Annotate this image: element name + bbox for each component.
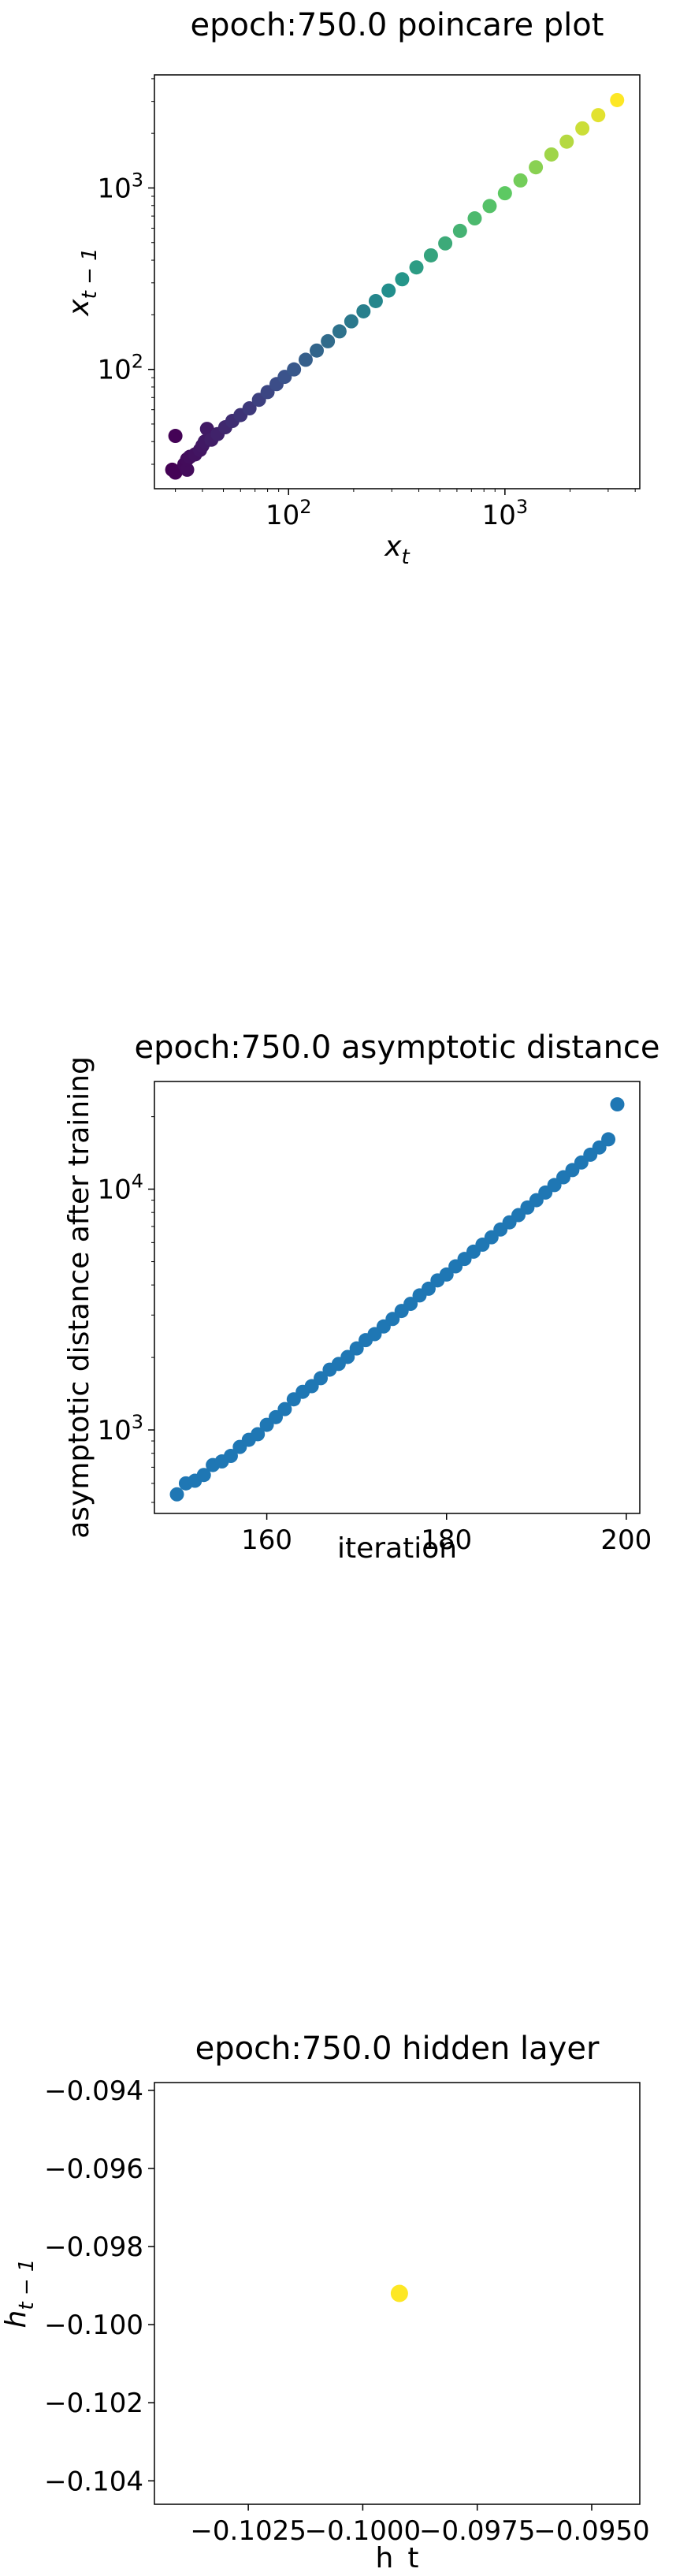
plot-frame: [154, 74, 641, 490]
plot-frame: [154, 2082, 641, 2505]
plot-frame: [154, 1081, 641, 1514]
x-tick-label: −0.0975: [419, 2515, 535, 2547]
x-axis-label: h_t: [376, 2542, 419, 2570]
chart-title: epoch:750.0 poincare plot: [191, 7, 604, 43]
x-tick-label: 180: [421, 1524, 472, 1556]
data-point: [298, 352, 313, 367]
chart-title: epoch:750.0 hidden layer: [195, 2031, 600, 2067]
data-point: [439, 1267, 454, 1282]
data-point: [356, 303, 371, 318]
y-axis-label: xt − 1: [63, 248, 102, 316]
data-point: [497, 186, 512, 201]
data-point: [559, 134, 574, 149]
x-tick-label: 160: [241, 1524, 292, 1556]
data-point: [482, 199, 497, 214]
y-tick-label: −0.102: [44, 2388, 143, 2419]
data-point: [421, 1281, 436, 1296]
data-point: [610, 92, 625, 107]
data-point: [199, 422, 214, 437]
data-point: [180, 462, 195, 477]
data-point: [467, 211, 482, 226]
y-tick-label: 104: [97, 1171, 143, 1206]
data-point: [452, 223, 467, 238]
data-point: [168, 465, 183, 480]
x-tick-label: −0.1000: [305, 2515, 421, 2547]
data-point: [601, 1132, 616, 1147]
x-axis-label: iteration: [337, 1532, 457, 1565]
data-point: [223, 1449, 238, 1464]
x-tick-label: 200: [600, 1524, 652, 1556]
data-point: [332, 324, 347, 339]
chart-title: epoch:750.0 asymptotic distance: [134, 1029, 659, 1066]
data-point: [544, 147, 559, 162]
data-point: [277, 1402, 292, 1416]
data-point: [251, 1427, 266, 1442]
data-point: [321, 333, 336, 348]
y-tick-label: −0.094: [44, 2075, 143, 2107]
data-point: [513, 173, 528, 188]
data-point: [340, 1349, 355, 1364]
data-point: [242, 401, 257, 416]
y-tick-label: 102: [97, 351, 143, 386]
asymptotic-distance-chart: epoch:750.0 asymptotic distance 160 180 200…: [63, 1029, 660, 1565]
data-point: [592, 1140, 607, 1155]
data-point: [196, 1468, 211, 1483]
y-axis-label: asymptotic distance after training: [63, 1056, 95, 1539]
x-tick-label: 103: [482, 496, 529, 531]
data-point: [575, 121, 590, 136]
data-point: [409, 260, 424, 275]
data-point: [368, 293, 383, 308]
data-point: [310, 343, 325, 358]
data-point: [381, 283, 396, 298]
poincare-plot-chart: epoch:750.0 poincare plot 102 103 102 103 xt x…: [63, 7, 641, 568]
y-tick-label: −0.096: [44, 2153, 143, 2185]
data-point: [395, 272, 410, 287]
y-axis-label: ht − 1: [0, 2259, 39, 2328]
y-tick-label: −0.098: [44, 2232, 143, 2263]
y-tick-label: 103: [97, 1411, 143, 1446]
data-point: [390, 2284, 408, 2302]
x-axis-label: xt: [384, 530, 410, 568]
data-point: [344, 314, 359, 329]
data-point: [349, 1341, 364, 1356]
data-point: [169, 1487, 184, 1502]
data-point: [591, 108, 606, 123]
x-tick-label: −0.0950: [533, 2515, 649, 2547]
data-point: [529, 160, 544, 175]
data-point: [168, 429, 183, 444]
x-tick-label: 102: [266, 496, 312, 531]
y-tick-label: −0.100: [44, 2310, 143, 2341]
x-tick-label: −0.1025: [190, 2515, 306, 2547]
data-point: [287, 362, 302, 377]
y-tick-label: 103: [97, 169, 143, 204]
data-point: [423, 248, 438, 262]
data-point: [438, 236, 453, 251]
data-point: [314, 1371, 329, 1386]
hidden-layer-chart: epoch:750.0 hidden layer−0.1025−0.1000−0…: [0, 2031, 650, 2570]
data-point: [403, 1297, 418, 1312]
y-tick-label: −0.104: [44, 2466, 143, 2497]
data-point: [610, 1097, 625, 1112]
